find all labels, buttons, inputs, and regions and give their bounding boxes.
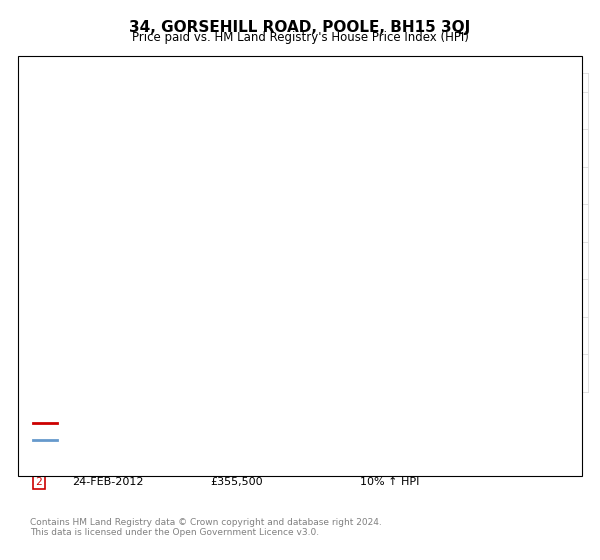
Text: 24-FEB-2012: 24-FEB-2012	[72, 477, 143, 487]
Text: 34, GORSEHILL ROAD, POOLE, BH15 3QJ (detached house): 34, GORSEHILL ROAD, POOLE, BH15 3QJ (det…	[60, 418, 365, 428]
Text: 34, GORSEHILL ROAD, POOLE, BH15 3QJ: 34, GORSEHILL ROAD, POOLE, BH15 3QJ	[130, 20, 470, 35]
Text: 25-OCT-2006: 25-OCT-2006	[72, 461, 145, 471]
Bar	[275, 73, 362, 392]
Text: HPI: Average price, detached house, Bournemouth Christchurch and Poole: HPI: Average price, detached house, Bour…	[60, 435, 448, 445]
Text: Contains HM Land Registry data © Crown copyright and database right 2024.
This d: Contains HM Land Registry data © Crown c…	[30, 518, 382, 538]
Text: Price paid vs. HM Land Registry's House Price Index (HPI): Price paid vs. HM Land Registry's House …	[131, 31, 469, 44]
Text: £237,500: £237,500	[210, 461, 263, 471]
Text: 2: 2	[35, 477, 43, 487]
Text: 24% ↓ HPI: 24% ↓ HPI	[360, 461, 419, 471]
Text: 10% ↑ HPI: 10% ↑ HPI	[360, 477, 419, 487]
Text: £355,500: £355,500	[210, 477, 263, 487]
Text: 1: 1	[271, 109, 278, 123]
Text: 1: 1	[35, 461, 43, 471]
Text: 2: 2	[358, 109, 366, 123]
